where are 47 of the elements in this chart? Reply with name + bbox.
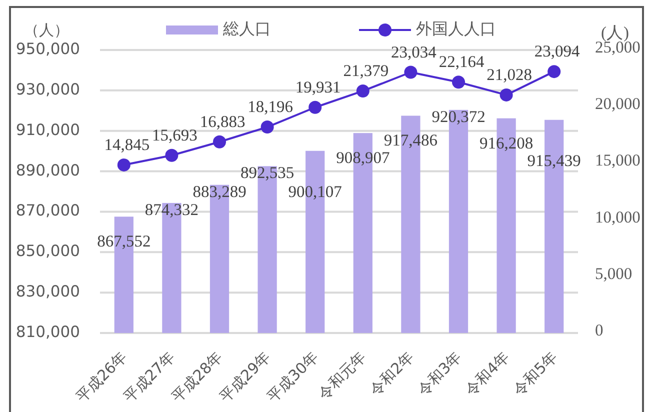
- data-label: 14,845: [104, 134, 150, 154]
- data-label: 908,907: [336, 148, 390, 167]
- point: [308, 100, 322, 114]
- data-label: 22,164: [438, 52, 484, 71]
- y-tick-label: 950,000: [16, 40, 80, 58]
- y-tick-label: 850,000: [16, 242, 80, 260]
- point: [165, 148, 178, 162]
- data-label: 21,379: [343, 60, 389, 80]
- y-tick-label: 890,000: [16, 162, 80, 180]
- data-label: 15,693: [152, 125, 198, 144]
- legend-label: 外国人人口: [416, 19, 496, 38]
- y-tick-label: 810,000: [16, 323, 80, 342]
- data-label: 23,094: [534, 41, 580, 60]
- data-label: 917,486: [384, 130, 438, 150]
- data-label: 867,552: [97, 231, 151, 250]
- data-label: 916,208: [479, 133, 534, 152]
- y-tick-label: 830,000: [16, 282, 80, 301]
- y-axis-title: （人）: [24, 21, 69, 40]
- y2-tick-label: 0: [595, 320, 604, 340]
- data-label: 920,372: [432, 106, 486, 126]
- data-label: 915,439: [527, 150, 581, 170]
- point: [548, 65, 561, 78]
- y2-tick-label: 20,000: [595, 94, 640, 113]
- point: [260, 120, 274, 134]
- point: [117, 158, 130, 172]
- point: [213, 135, 226, 148]
- y2-tick-label: 10,000: [595, 207, 640, 226]
- y2-axis-title: (人): [601, 22, 629, 42]
- y-tick-label: 930,000: [16, 80, 80, 99]
- point: [452, 76, 465, 89]
- y-tick-label: 910,000: [16, 121, 80, 140]
- point: [404, 66, 418, 79]
- data-label: 23,034: [391, 42, 436, 62]
- point: [500, 88, 513, 102]
- data-label: 16,883: [200, 112, 246, 131]
- data-label: 19,931: [295, 77, 341, 96]
- data-label: 883,289: [192, 182, 246, 201]
- point: [356, 84, 370, 98]
- y2-tick-label: 5,000: [595, 264, 632, 283]
- legend-label: 総人口: [222, 19, 271, 38]
- data-label: 18,196: [248, 96, 293, 116]
- data-label: 900,107: [288, 182, 342, 201]
- y2-tick-label: 15,000: [595, 150, 640, 170]
- data-label: 21,028: [486, 64, 532, 84]
- y-tick-label: 870,000: [16, 202, 80, 220]
- data-label: 874,332: [144, 200, 199, 219]
- data-label: 892,535: [240, 162, 294, 182]
